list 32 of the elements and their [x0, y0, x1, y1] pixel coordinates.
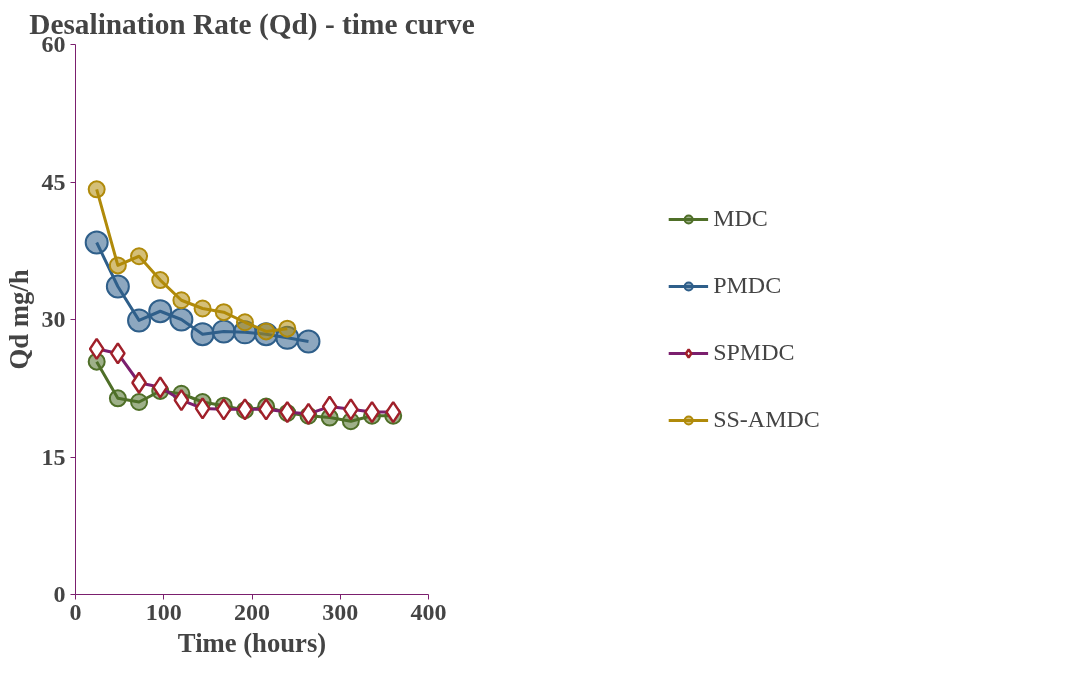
legend-label: PMDC: [713, 272, 782, 299]
y-tick-label: 30: [41, 306, 66, 332]
point: [296, 329, 321, 354]
point: [172, 291, 191, 310]
point: [169, 307, 194, 332]
point: [87, 180, 106, 199]
legend-label: SS-AMDC: [713, 406, 820, 433]
y-tick-label: 0: [53, 581, 66, 607]
x-axis-title: Time (hours): [177, 627, 327, 658]
point: [108, 389, 127, 408]
point: [105, 274, 130, 299]
legend-label: SPMDC: [713, 339, 795, 366]
point: [108, 256, 127, 275]
point: [190, 322, 215, 347]
point: [130, 393, 149, 411]
y-axis-title: Qd mg/h: [3, 269, 34, 370]
x-tick-label: 300: [322, 598, 359, 625]
point: [127, 308, 152, 333]
legend-label: MDC: [713, 205, 768, 232]
y-tick-label: 15: [41, 443, 66, 470]
x-tick-label: 100: [145, 598, 182, 625]
point: [84, 230, 109, 255]
point: [214, 303, 233, 322]
x-tick-label: 400: [410, 598, 447, 625]
point: [130, 247, 149, 266]
point: [148, 299, 173, 324]
point: [151, 271, 170, 290]
x-tick-label: 200: [234, 598, 270, 625]
point: [211, 319, 236, 344]
y-tick-label: 45: [41, 168, 66, 195]
point: [193, 299, 212, 318]
point: [235, 313, 254, 332]
